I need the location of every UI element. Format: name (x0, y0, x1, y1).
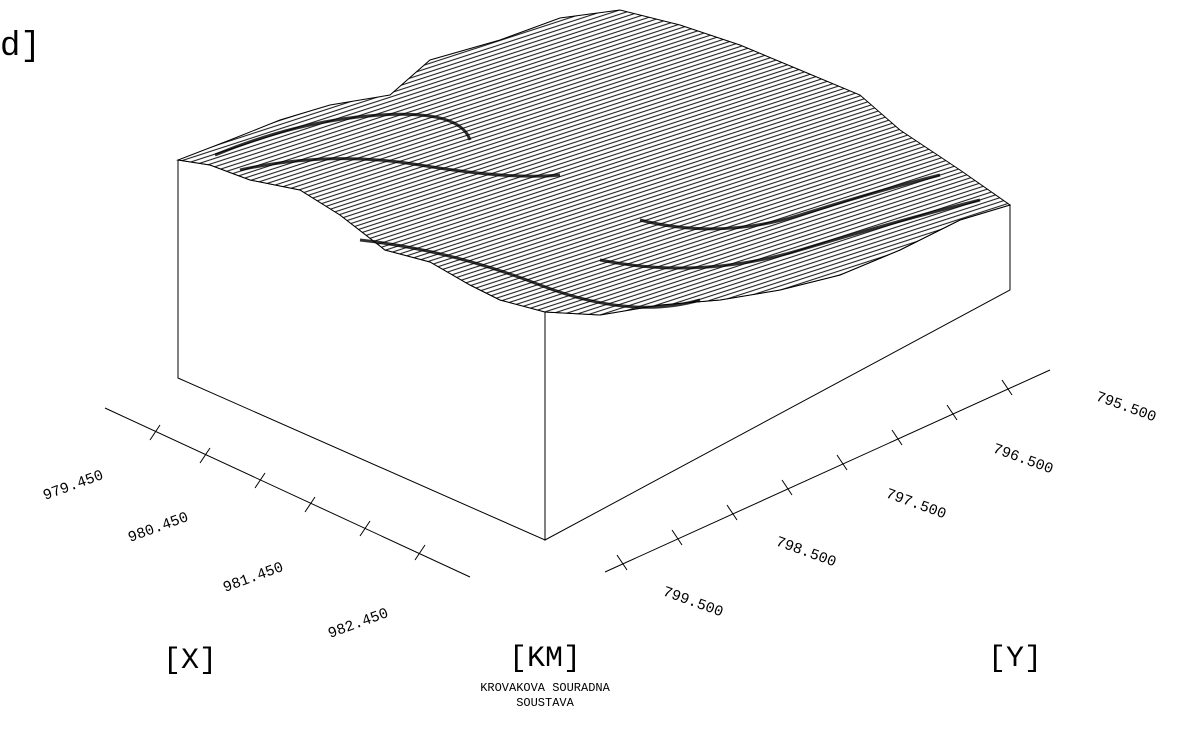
x-tick-label: 982.450 (326, 605, 391, 643)
corner-label: d] (0, 28, 41, 66)
units-caption: KROVAKOVA SOURADNA (480, 681, 610, 695)
x-tick-label: 980.450 (126, 509, 191, 547)
terrain-diagram: d] 979.450 980.450 981.450 (0, 0, 1183, 747)
x-tick-label: 979.450 (41, 467, 106, 505)
units-caption: SOUSTAVA (516, 696, 574, 710)
y-tick-label: 799.500 (660, 584, 725, 622)
x-tick-label: 981.450 (221, 559, 286, 597)
x-tick-labels: 979.450 980.450 981.450 982.450 (41, 467, 391, 643)
units-label: [KM] (509, 642, 581, 676)
x-axis-label: [X] (163, 644, 217, 678)
y-tick-label: 795.500 (1093, 389, 1158, 427)
y-tick-label: 797.500 (883, 486, 948, 524)
y-tick-label: 796.500 (990, 441, 1055, 479)
y-tick-label: 798.500 (773, 534, 838, 572)
y-axis-label: [Y] (988, 642, 1042, 676)
